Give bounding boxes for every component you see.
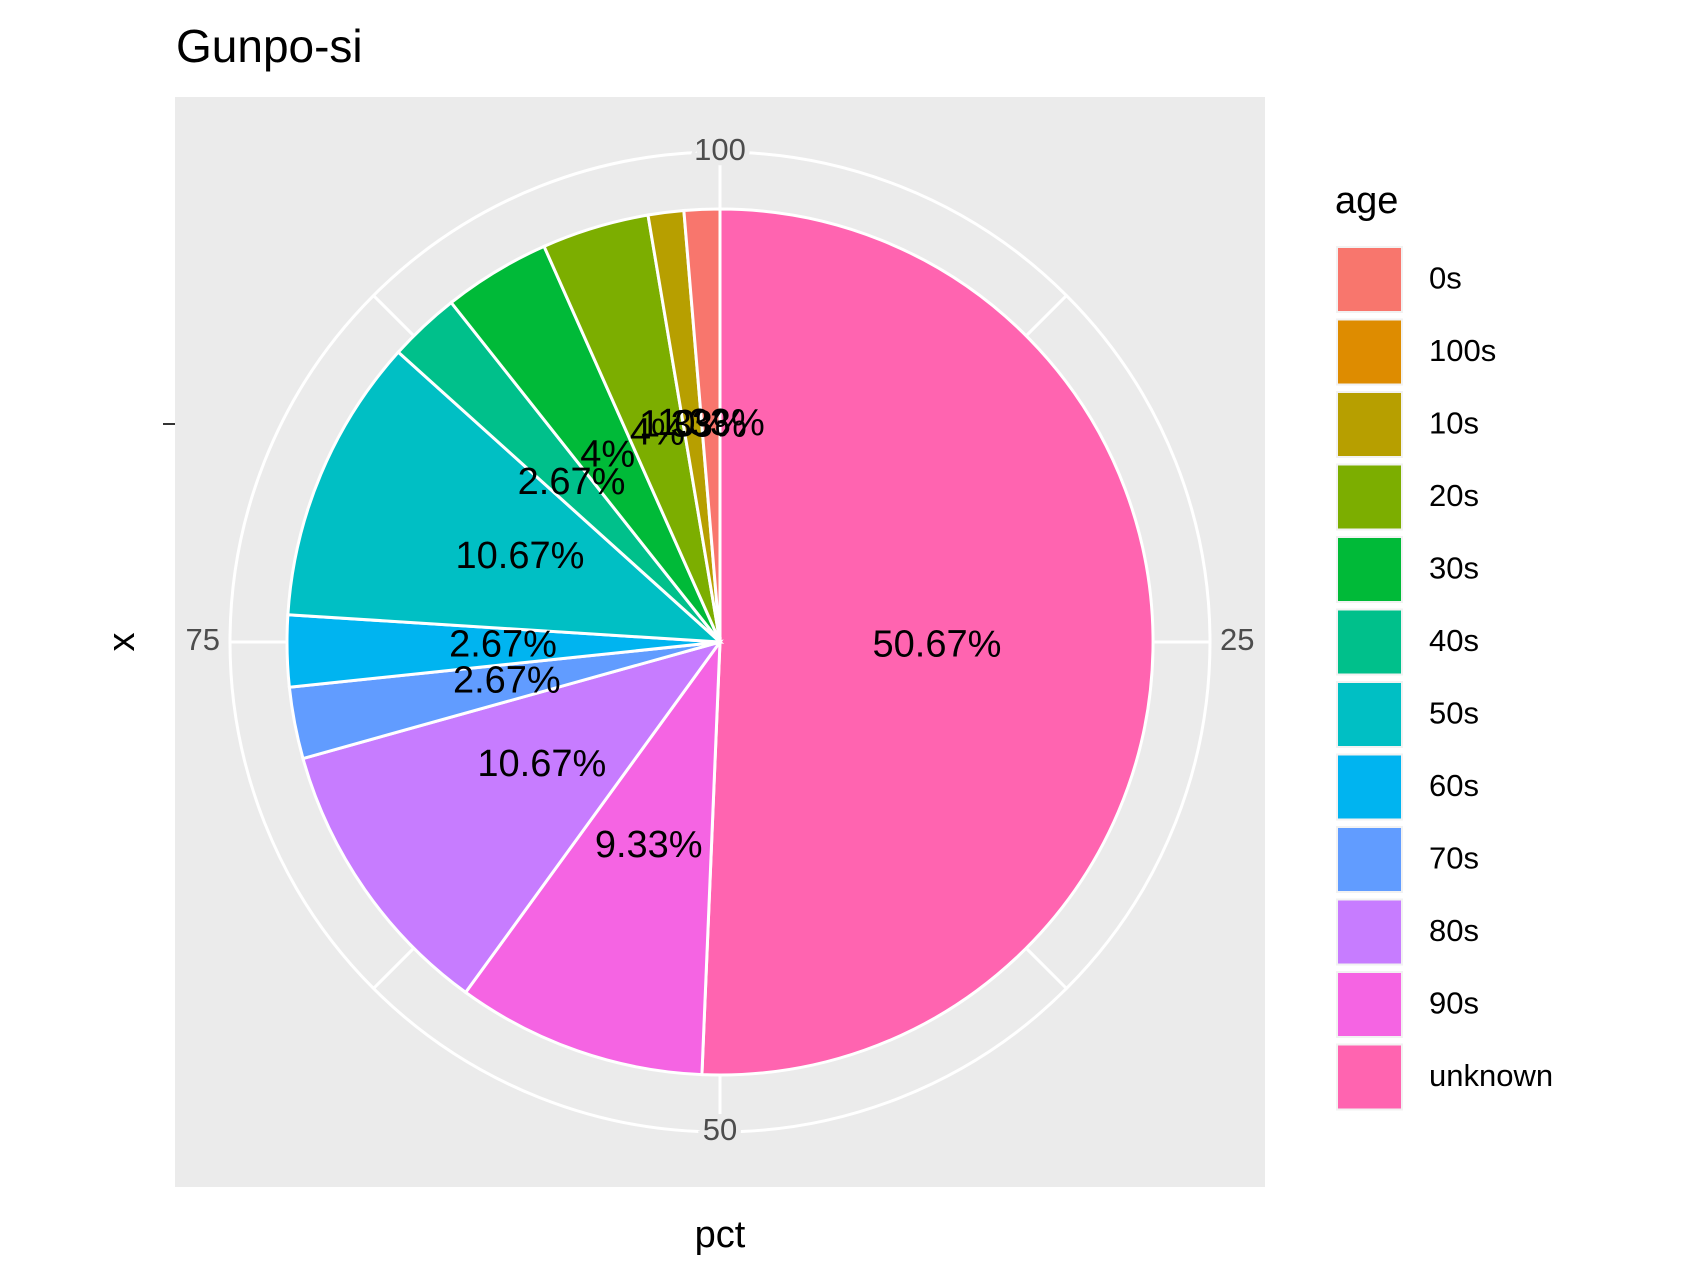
legend-key-30s xyxy=(1338,538,1401,601)
legend-key-70s xyxy=(1338,828,1401,891)
legend-label-90s: 90s xyxy=(1429,986,1479,1021)
legend-key-0s xyxy=(1338,248,1401,311)
legend-key-10s xyxy=(1338,393,1401,456)
slice-90s xyxy=(463,637,722,1077)
legend-label-80s: 80s xyxy=(1429,913,1479,948)
slice-label-10s: 1.33% xyxy=(639,404,747,446)
slice-labels: 50.67%9.33%10.67%2.67%2.67%10.67%2.67%4%… xyxy=(449,402,1001,866)
slice-label-30s: 4% xyxy=(580,433,635,475)
slice-0s xyxy=(682,207,722,643)
legend-label-60s: 60s xyxy=(1429,768,1479,803)
legend-label-10s: 10s xyxy=(1429,406,1479,441)
slice-label-70s: 2.67% xyxy=(453,660,561,702)
y-axis-title: x xyxy=(101,633,143,652)
legend: 0s 100s 10s 20s 30s 40s 50s 60s 70s 80s 90s unknown xyxy=(1336,246,1553,1111)
slice-unknown xyxy=(700,207,1155,1077)
legend-key-40s xyxy=(1338,610,1401,674)
legend-label-unknown: unknown xyxy=(1429,1058,1553,1093)
legend-key-unknown xyxy=(1338,1045,1401,1109)
theta-tick-labels: 100 25 50 75 xyxy=(186,127,1255,1152)
slice-label-60s: 2.67% xyxy=(449,624,557,666)
slice-label-90s: 9.33% xyxy=(595,824,703,866)
slice-label-20s: 4% xyxy=(630,411,685,453)
slice-label-80s: 10.67% xyxy=(477,743,606,785)
slice-label-50s: 10.67% xyxy=(456,535,585,577)
x-axis-title: pct xyxy=(695,1214,746,1256)
slice-50s xyxy=(286,350,725,644)
legend-label-100s: 100s xyxy=(1429,333,1496,368)
legend-label-50s: 50s xyxy=(1429,696,1479,731)
slice-label-0s: 1.33% xyxy=(657,402,765,444)
legend-key-20s xyxy=(1338,465,1401,529)
theta-tick-50: 50 xyxy=(703,1112,737,1147)
chart-title: Gunpo-si xyxy=(176,20,363,72)
legend-key-80s xyxy=(1338,900,1401,964)
theta-tick-100: 100 xyxy=(694,132,746,167)
legend-label-20s: 20s xyxy=(1429,478,1479,513)
legend-label-70s: 70s xyxy=(1429,841,1479,876)
legend-key-50s xyxy=(1338,683,1401,746)
legend-label-0s: 0s xyxy=(1429,261,1462,296)
theta-tick-25: 25 xyxy=(1220,622,1254,657)
legend-key-60s xyxy=(1338,755,1401,819)
legend-key-90s xyxy=(1338,973,1401,1036)
slice-label-100s: 0% xyxy=(674,403,729,445)
legend-key-100s xyxy=(1338,320,1401,384)
legend-label-30s: 30s xyxy=(1429,551,1479,586)
legend-title: age xyxy=(1335,180,1398,222)
legend-label-40s: 40s xyxy=(1429,623,1479,658)
slice-label-40s: 2.67% xyxy=(518,461,626,503)
slice-label-unknown: 50.67% xyxy=(873,624,1002,666)
theta-tick-75: 75 xyxy=(186,622,220,657)
pie-slices xyxy=(285,207,1155,1077)
